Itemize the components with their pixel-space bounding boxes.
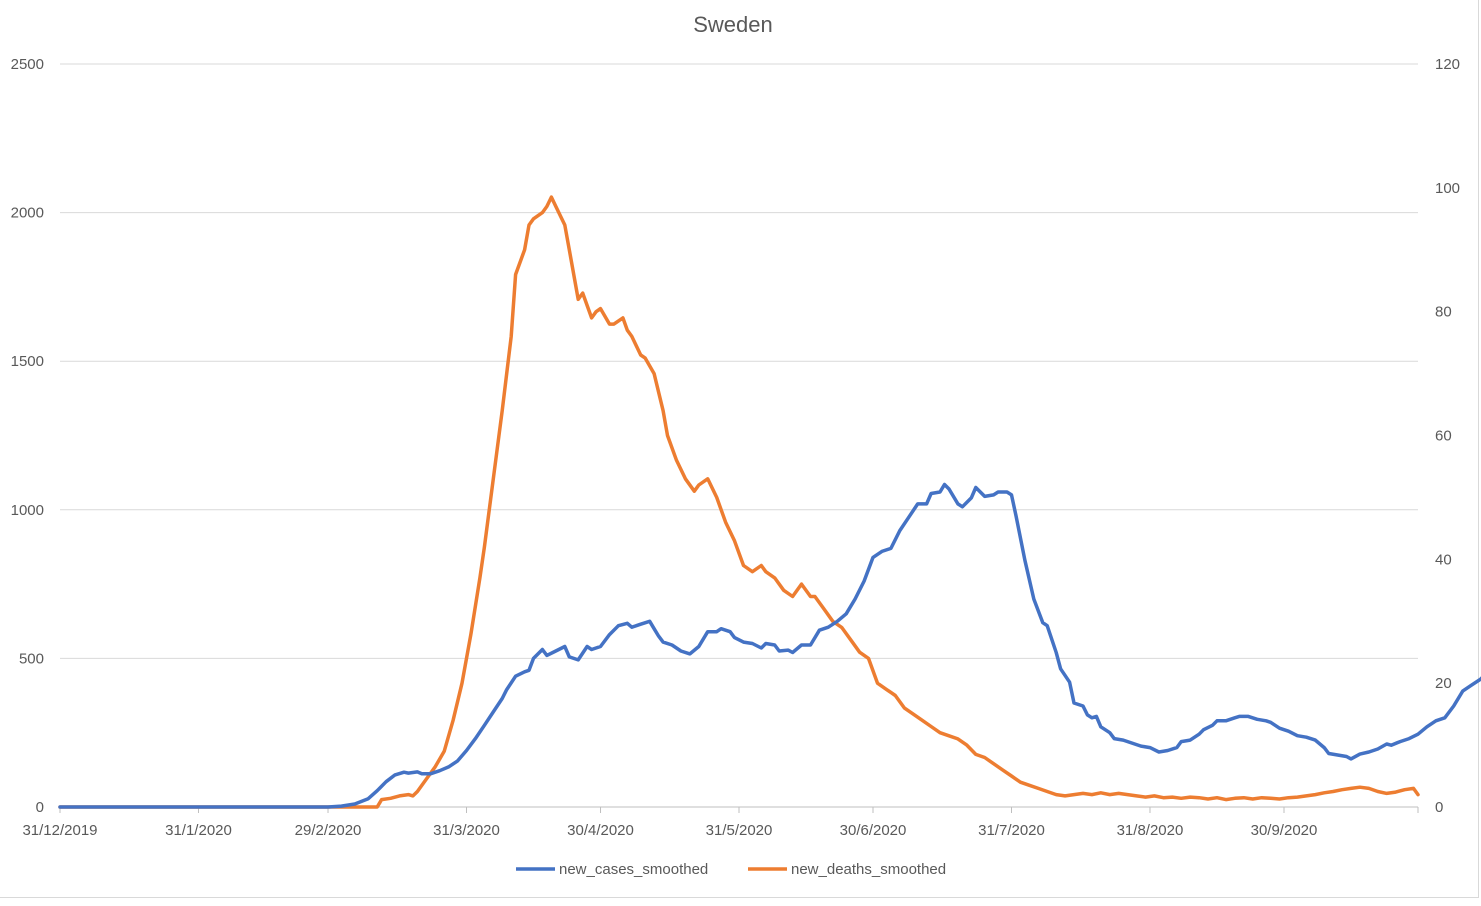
series-layer xyxy=(58,195,1481,809)
series-line-new-cases xyxy=(58,482,1481,809)
left-tick-label: 500 xyxy=(19,650,44,667)
x-tick-label: 30/9/2020 xyxy=(1251,822,1318,839)
right-tick-label: 100 xyxy=(1435,180,1460,197)
x-tick-label: 31/7/2020 xyxy=(978,822,1045,839)
series-line-new-deaths xyxy=(58,195,1420,809)
x-tick-label: 30/6/2020 xyxy=(840,822,907,839)
right-tick-label: 60 xyxy=(1435,428,1452,445)
right-tick-label: 40 xyxy=(1435,551,1452,568)
x-tick-label: 31/12/2019 xyxy=(22,822,97,839)
x-axis-ticks: 31/12/2019 31/1/2020 29/2/2020 31/3/2020 30/… xyxy=(22,807,1419,839)
left-tick-label: 1000 xyxy=(11,502,44,519)
legend-label-deaths: new_deaths_smoothed xyxy=(791,861,946,878)
right-tick-label: 0 xyxy=(1435,799,1443,816)
legend-label-cases: new_cases_smoothed xyxy=(559,861,708,878)
right-tick-label: 80 xyxy=(1435,304,1452,321)
chart-title: Sweden xyxy=(693,12,773,37)
x-tick-label: 29/2/2020 xyxy=(295,822,362,839)
right-tick-label: 120 xyxy=(1435,56,1460,73)
left-tick-label: 2000 xyxy=(11,205,44,222)
right-axis-ticks: 0 20 40 60 80 100 120 xyxy=(1435,56,1460,816)
legend: new_cases_smoothed new_deaths_smoothed xyxy=(516,861,946,878)
x-tick-label: 31/1/2020 xyxy=(165,822,232,839)
x-tick-label: 30/4/2020 xyxy=(567,822,634,839)
right-tick-label: 20 xyxy=(1435,675,1452,692)
left-tick-label: 2500 xyxy=(11,56,44,73)
x-tick-label: 31/5/2020 xyxy=(706,822,773,839)
left-axis-ticks: 0 500 1000 1500 2000 2500 xyxy=(11,56,44,816)
left-tick-label: 0 xyxy=(36,799,44,816)
x-tick-label: 31/3/2020 xyxy=(433,822,500,839)
gridlines xyxy=(60,63,1418,808)
left-tick-label: 1500 xyxy=(11,353,44,370)
x-tick-label: 31/8/2020 xyxy=(1117,822,1184,839)
